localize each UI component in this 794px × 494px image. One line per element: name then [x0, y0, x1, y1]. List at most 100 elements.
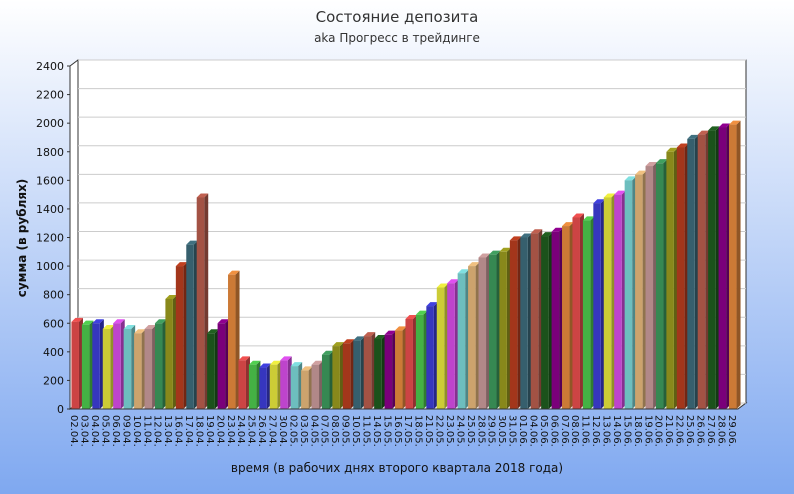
x-tick-label: 23.05. — [444, 415, 455, 447]
x-tick-label: 21.05. — [423, 415, 434, 447]
bar — [301, 370, 309, 409]
bar — [509, 240, 518, 409]
x-tick-label: 16.04. — [173, 415, 184, 447]
x-tick-label: 22.06. — [674, 415, 685, 447]
y-axis-label: сумма (в рублях) — [15, 179, 29, 298]
y-tick-label: 1400 — [36, 203, 64, 216]
bar — [217, 323, 226, 409]
bar-top — [71, 317, 83, 322]
x-tick-label: 07.05. — [319, 415, 330, 447]
bar-top — [290, 362, 303, 367]
x-tick-label: 11.05. — [360, 415, 371, 447]
x-tick-label: 16.05. — [392, 415, 403, 447]
bar-top — [374, 334, 386, 339]
bar — [562, 226, 570, 409]
bar-top — [729, 120, 741, 125]
bar-top — [708, 126, 720, 131]
bar — [186, 244, 194, 409]
x-tick-label: 30.04. — [277, 415, 288, 447]
bar-side — [736, 120, 741, 410]
bar — [624, 180, 633, 409]
x-tick-label: 09.05. — [340, 415, 351, 447]
bar — [395, 330, 403, 409]
y-tick-label: 400 — [43, 346, 64, 359]
bar-top — [384, 330, 397, 335]
x-tick-label: 08.06. — [569, 415, 580, 447]
bar-top — [144, 324, 157, 329]
x-tick-label: 09.04. — [120, 415, 131, 447]
x-tick-label: 20.04. — [214, 415, 225, 447]
bar — [342, 343, 351, 409]
bar — [457, 273, 466, 409]
bar-top — [154, 319, 167, 324]
x-tick-label: 18.06. — [632, 415, 643, 447]
bar-top — [217, 319, 230, 324]
y-tick-label: 200 — [43, 374, 64, 387]
y-tick-label: 1600 — [36, 174, 64, 187]
bar-top — [415, 310, 428, 315]
bar-top — [134, 329, 146, 334]
x-tick-label: 30.05. — [496, 415, 507, 447]
bar-top — [666, 147, 678, 152]
bar — [645, 166, 654, 409]
bar — [311, 364, 320, 409]
x-tick-label: 28.05. — [475, 415, 486, 447]
bar — [102, 328, 111, 409]
x-tick-label: 26.06. — [694, 415, 705, 447]
x-tick-label: 29.06. — [726, 415, 737, 447]
x-tick-label: 25.05. — [465, 415, 476, 447]
bar — [729, 124, 737, 410]
bar — [113, 323, 121, 409]
bar — [363, 336, 372, 409]
bar — [635, 174, 643, 409]
bar-top — [426, 302, 438, 307]
x-tick-label: 02.05. — [287, 415, 298, 447]
x-tick-label: 21.06. — [663, 415, 674, 447]
bar-top — [718, 123, 731, 128]
bar-top — [520, 233, 532, 238]
x-tick-label: 24.04. — [235, 415, 246, 447]
x-tick-label: 29.05. — [486, 415, 497, 447]
bar — [593, 203, 601, 409]
bar-top — [123, 324, 136, 329]
bar — [603, 197, 612, 409]
bar-top — [635, 170, 647, 175]
bar-top — [687, 134, 699, 139]
bar — [269, 364, 278, 409]
bar-top — [81, 320, 94, 325]
bar — [551, 231, 560, 409]
bar — [468, 266, 476, 409]
x-tick-label: 15.06. — [621, 415, 632, 447]
bar-top — [332, 342, 344, 347]
x-tick-label: 23.04. — [225, 415, 236, 447]
bar-top — [113, 319, 125, 324]
bar — [175, 266, 184, 409]
bar — [154, 323, 163, 409]
x-tick-label: 10.04. — [131, 415, 142, 447]
bar — [655, 163, 664, 409]
x-tick-label: 15.05. — [381, 415, 392, 447]
x-tick-label: 03.04. — [79, 415, 90, 447]
bar — [248, 364, 257, 409]
y-tick-label: 1800 — [36, 146, 64, 159]
bar-top — [353, 336, 365, 341]
y-tick-label: 2400 — [36, 60, 64, 73]
bar-top — [301, 366, 313, 371]
bar — [530, 233, 539, 409]
bar — [332, 346, 340, 409]
bar — [81, 324, 90, 409]
x-tick-label: 19.06. — [642, 415, 653, 447]
bar-top — [676, 143, 689, 148]
x-tick-label: 13.04. — [162, 415, 173, 447]
bar — [697, 134, 706, 409]
x-tick-label: 28.06. — [715, 415, 726, 447]
x-tick-label: 26.04. — [256, 415, 267, 447]
bar-top — [645, 162, 658, 167]
x-tick-label: 02.04. — [68, 415, 79, 447]
x-tick-label: 14.06. — [611, 415, 622, 447]
x-tick-label: 14.05. — [371, 415, 382, 447]
bar — [582, 220, 591, 409]
x-tick-label: 08.05. — [329, 415, 340, 447]
bar — [541, 236, 549, 409]
bar — [123, 328, 132, 409]
